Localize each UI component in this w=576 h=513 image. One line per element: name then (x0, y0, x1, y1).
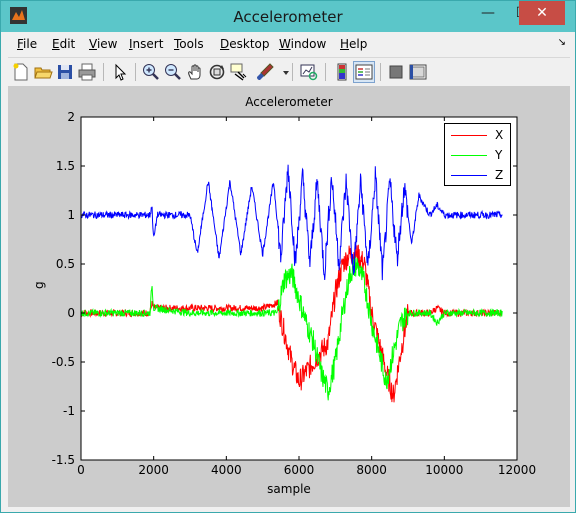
colorbar-icon[interactable] (332, 62, 352, 82)
y-tick-label: 1 (67, 208, 75, 222)
legend-line-x (451, 135, 487, 136)
zoom-in-icon[interactable] (141, 62, 161, 82)
y-tick-label: 0 (67, 306, 75, 320)
x-tick-label: 2000 (138, 463, 169, 477)
plot-legend[interactable]: X Y Z (444, 123, 511, 186)
x-tick-label: 12000 (498, 463, 536, 477)
rotate-3d-icon[interactable] (207, 62, 227, 82)
figure-canvas: Accelerometer 0 2000 4000 6000 8000 10000 1200… (8, 86, 570, 507)
menu-window[interactable]: Window (279, 37, 327, 51)
series-line-z (80, 164, 503, 281)
x-tick-label: 0 (77, 463, 85, 477)
window-title: Accelerometer (233, 8, 343, 26)
toolbar-separator (325, 63, 326, 81)
minimize-button[interactable]: — (481, 5, 495, 21)
menu-file[interactable]: File (17, 37, 38, 51)
x-tick-label: 6000 (284, 463, 315, 477)
new-figure-icon[interactable] (11, 62, 31, 82)
y-tick-label: -1.5 (52, 453, 75, 467)
legend-entry-y: Y (445, 146, 512, 166)
axes-title: Accelerometer (245, 95, 333, 109)
x-axis-label: sample (267, 482, 311, 496)
menu-bar: File Edit View Insert Tools Desktop Wind… (8, 32, 570, 56)
legend-line-z (451, 175, 487, 176)
y-tick-label: -0.5 (52, 355, 75, 369)
legend-entry-z: Z (445, 166, 512, 186)
y-tick-label: 0.5 (56, 257, 75, 271)
pointer-icon[interactable] (110, 62, 130, 82)
pan-hand-icon[interactable] (185, 62, 205, 82)
open-file-icon[interactable] (33, 62, 53, 82)
legend-icon[interactable] (353, 61, 375, 83)
toolbar-separator (103, 63, 104, 81)
link-plot-icon[interactable] (299, 62, 319, 82)
menu-insert[interactable]: Insert (129, 37, 164, 51)
legend-label-y: Y (495, 148, 503, 162)
figure-toolbar (8, 57, 570, 87)
menu-tools[interactable]: Tools (174, 37, 204, 51)
title-bar: Accelerometer — ☐ ✕ (1, 1, 575, 32)
y-tick-label: 1.5 (56, 159, 75, 173)
x-tick-label: 10000 (425, 463, 463, 477)
series-line-x (80, 243, 503, 403)
menu-desktop[interactable]: Desktop (220, 37, 270, 51)
accelerometer-plot[interactable]: 0 2000 4000 6000 8000 10000 12000 -1.5 -1 -0.5 0 0.… (8, 86, 570, 507)
legend-entry-x: X (445, 126, 512, 146)
y-tick-label: -1 (63, 404, 75, 418)
menu-view[interactable]: View (89, 37, 118, 51)
menu-help[interactable]: Help (340, 37, 368, 51)
toolbar-separator (135, 63, 136, 81)
close-button[interactable]: ✕ (519, 1, 565, 25)
save-icon[interactable] (55, 62, 75, 82)
brush-icon[interactable] (255, 62, 275, 82)
legend-label-x: X (495, 128, 504, 142)
show-plot-tools-icon[interactable] (408, 62, 428, 82)
brush-dropdown-icon[interactable] (276, 62, 289, 82)
menu-edit[interactable]: Edit (52, 37, 76, 51)
toolbar-separator (380, 63, 381, 81)
dock-arrow-icon[interactable]: ↘ (557, 37, 566, 48)
legend-label-z: Z (495, 168, 504, 182)
zoom-out-icon[interactable] (163, 62, 183, 82)
toolbar-separator (292, 63, 293, 81)
series-line-y (80, 256, 503, 401)
y-axis-label: g (32, 281, 46, 289)
y-tick-label: 2 (67, 110, 75, 124)
print-icon[interactable] (77, 62, 97, 82)
data-cursor-icon[interactable] (229, 62, 249, 82)
x-tick-label: 8000 (356, 463, 387, 477)
legend-line-y (451, 155, 487, 156)
hide-plot-tools-icon[interactable] (386, 62, 406, 82)
x-tick-label: 4000 (211, 463, 242, 477)
matlab-logo-icon (10, 7, 27, 24)
